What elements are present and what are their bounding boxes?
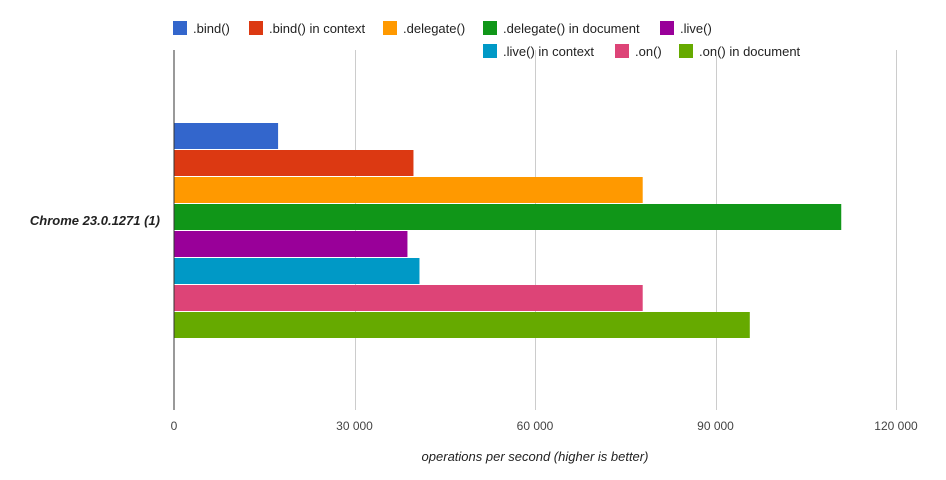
legend-label: .delegate() <box>403 21 465 36</box>
legend-label: .on() in document <box>699 44 801 59</box>
legend-swatch <box>249 21 263 35</box>
legend-swatch <box>660 21 674 35</box>
legend-swatch <box>615 44 629 58</box>
legend-swatch <box>173 21 187 35</box>
x-tick-label: 90 000 <box>697 419 734 433</box>
legend-label: .delegate() in document <box>503 21 640 36</box>
legend-swatch <box>383 21 397 35</box>
legend-label: .live() <box>680 21 712 36</box>
x-tick-label: 120 000 <box>874 419 918 433</box>
x-tick-labels: 0 30 000 60 000 90 000 120 000 <box>171 419 918 433</box>
bar[interactable] <box>174 177 643 203</box>
legend-swatch <box>483 44 497 58</box>
legend-label: .on() <box>635 44 662 59</box>
legend: .bind() .bind() in context .delegate() .del… <box>173 21 801 59</box>
category-labels: Chrome 23.0.1271 (1) <box>30 213 160 228</box>
bars <box>174 123 842 338</box>
bar[interactable] <box>174 312 750 338</box>
bar[interactable] <box>174 150 414 176</box>
legend-label: .bind() in context <box>269 21 365 36</box>
bar[interactable] <box>174 204 842 230</box>
bar[interactable] <box>174 258 420 284</box>
bar[interactable] <box>174 123 279 149</box>
bar[interactable] <box>174 285 643 311</box>
x-tick-label: 0 <box>171 419 178 433</box>
legend-label: .live() in context <box>503 44 594 59</box>
category-label: Chrome 23.0.1271 (1) <box>30 213 160 228</box>
legend-swatch <box>483 21 497 35</box>
legend-label: .bind() <box>193 21 230 36</box>
x-tick-label: 60 000 <box>517 419 554 433</box>
legend-swatch <box>679 44 693 58</box>
x-axis-title: operations per second (higher is better) <box>422 449 649 464</box>
bar[interactable] <box>174 231 408 257</box>
x-tick-label: 30 000 <box>336 419 373 433</box>
